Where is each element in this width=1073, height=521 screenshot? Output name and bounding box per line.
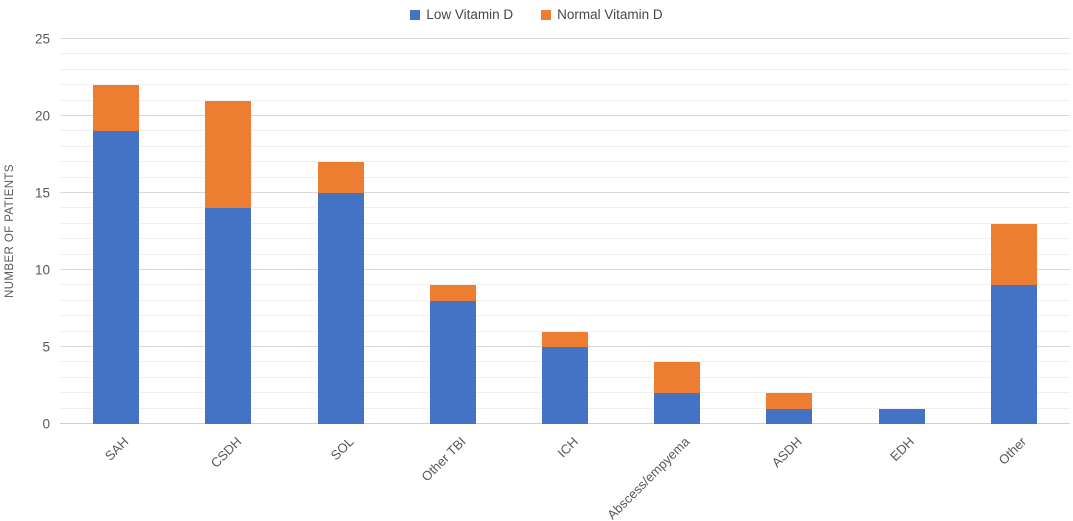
x-axis-labels: SAH CSDH SOL Other TBI ICH Abscess/empyema ASD… <box>60 428 1070 521</box>
bar-segment <box>990 223 1037 286</box>
bar-segment <box>766 408 813 424</box>
minor-gridline <box>60 145 1070 147</box>
y-tick-label: 0 <box>42 416 50 432</box>
bar-segment <box>429 285 476 301</box>
x-category-label: EDH <box>887 434 918 465</box>
minor-gridline <box>60 207 1070 209</box>
minor-gridline <box>60 176 1070 178</box>
minor-gridline <box>60 130 1070 132</box>
minor-gridline <box>60 315 1070 317</box>
minor-gridline <box>60 68 1070 70</box>
x-category-label: Other <box>995 434 1030 468</box>
y-tick-label: 15 <box>34 185 50 201</box>
y-tick-label: 10 <box>34 262 50 278</box>
bar-segment <box>317 193 364 424</box>
y-tick-label: 5 <box>42 339 50 355</box>
legend: Low Vitamin D Normal Vitamin D <box>0 7 1073 22</box>
bar-segment <box>766 393 813 409</box>
minor-gridline <box>60 299 1070 301</box>
x-category-label: CSDH <box>207 434 244 471</box>
legend-label: Normal Vitamin D <box>557 7 663 22</box>
x-category-label: ICH <box>554 434 581 461</box>
x-category-label: Other TBI <box>418 434 469 485</box>
major-gridline <box>60 269 1070 270</box>
bar-segment <box>990 285 1037 424</box>
legend-label: Low Vitamin D <box>426 7 514 22</box>
minor-gridline <box>60 253 1070 255</box>
minor-gridline <box>60 330 1070 332</box>
minor-gridline <box>60 84 1070 86</box>
bar-segment <box>429 300 476 424</box>
major-gridline <box>60 115 1070 116</box>
bar-segment <box>654 393 701 424</box>
minor-gridline <box>60 284 1070 286</box>
bar-segment <box>542 347 588 424</box>
legend-swatch <box>410 9 421 20</box>
x-category-label: Abscess/empyema <box>604 434 693 521</box>
plot-area <box>60 38 1070 424</box>
minor-gridline <box>60 99 1070 101</box>
y-tick-label: 20 <box>34 108 50 124</box>
x-category-label: SAH <box>102 434 132 464</box>
minor-gridline <box>60 53 1070 55</box>
legend-item: Low Vitamin D <box>410 7 513 22</box>
legend-item: Normal Vitamin D <box>541 7 663 22</box>
legend-swatch <box>541 9 552 20</box>
bar-segment <box>205 100 252 209</box>
y-tick-label: 25 <box>34 31 50 47</box>
bar-segment <box>93 131 140 424</box>
bar-segment <box>542 331 588 347</box>
x-category-label: ASDH <box>768 434 806 471</box>
major-gridline <box>60 38 1070 39</box>
major-gridline <box>60 192 1070 193</box>
x-category-label: SOL <box>327 434 357 464</box>
bar-segment <box>93 85 140 132</box>
minor-gridline <box>60 222 1070 224</box>
bar-segment <box>654 362 701 394</box>
bar-segment <box>205 208 252 424</box>
bar-segment <box>317 162 364 193</box>
minor-gridline <box>60 161 1070 163</box>
y-axis-ticks: 0 5 10 15 20 25 <box>0 32 50 432</box>
minor-gridline <box>60 238 1070 240</box>
bar-segment <box>878 408 925 424</box>
